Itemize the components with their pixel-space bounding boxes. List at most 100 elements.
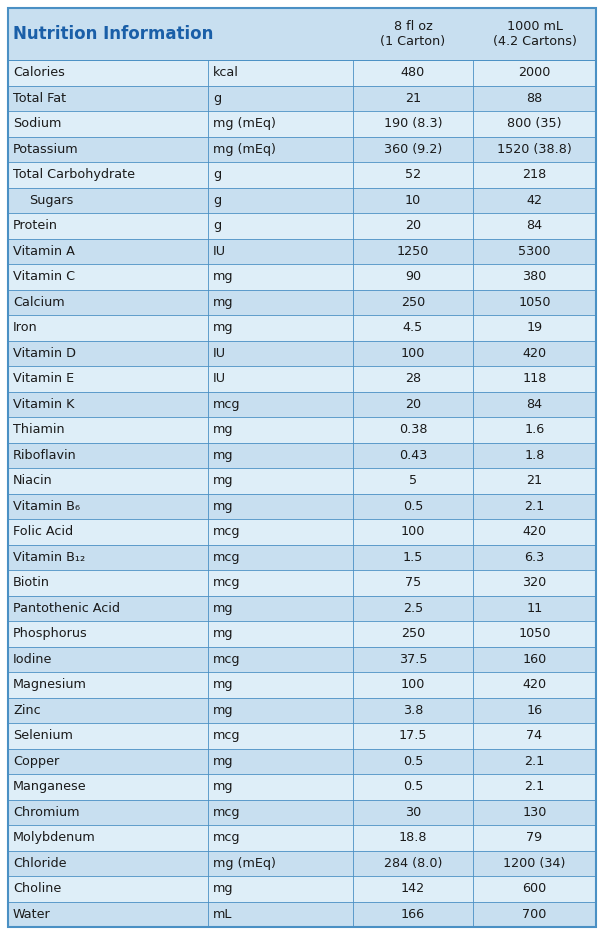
Text: g: g — [213, 168, 221, 181]
Text: IU: IU — [213, 347, 226, 360]
Bar — [8, 519, 596, 544]
Text: 79: 79 — [527, 831, 542, 844]
Text: 1520 (38.8): 1520 (38.8) — [497, 143, 572, 156]
Bar — [8, 213, 596, 238]
Text: 30: 30 — [405, 806, 421, 819]
Text: Total Fat: Total Fat — [13, 92, 66, 105]
Text: Potassium: Potassium — [13, 143, 79, 156]
Text: Chloride: Chloride — [13, 856, 66, 870]
Text: 420: 420 — [522, 678, 547, 691]
Text: 37.5: 37.5 — [399, 653, 427, 666]
Text: 8 fl oz: 8 fl oz — [394, 20, 432, 33]
Bar — [8, 544, 596, 570]
Bar — [8, 264, 596, 290]
Bar — [8, 290, 596, 315]
Text: 420: 420 — [522, 525, 547, 539]
Text: 52: 52 — [405, 168, 421, 181]
Text: mcg: mcg — [213, 576, 240, 589]
Text: mg: mg — [213, 627, 234, 640]
Text: Vitamin C: Vitamin C — [13, 270, 75, 283]
Text: (1 Carton): (1 Carton) — [381, 36, 446, 49]
Bar — [8, 60, 596, 85]
Text: Water: Water — [13, 908, 51, 921]
Bar — [8, 570, 596, 596]
Bar — [8, 442, 596, 468]
Bar — [8, 799, 596, 825]
Text: 100: 100 — [401, 678, 425, 691]
Text: 420: 420 — [522, 347, 547, 360]
Text: Molybdenum: Molybdenum — [13, 831, 96, 844]
Text: Phosphorus: Phosphorus — [13, 627, 88, 640]
Text: 166: 166 — [401, 908, 425, 921]
Bar — [8, 621, 596, 646]
Text: (4.2 Cartons): (4.2 Cartons) — [493, 36, 576, 49]
Text: Vitamin D: Vitamin D — [13, 347, 76, 360]
Text: 10: 10 — [405, 194, 421, 207]
Text: 4.5: 4.5 — [403, 322, 423, 334]
Text: 2000: 2000 — [518, 66, 551, 79]
Text: Selenium: Selenium — [13, 729, 73, 742]
Text: mg: mg — [213, 755, 234, 768]
Text: 11: 11 — [526, 602, 542, 614]
Text: Total Carbohydrate: Total Carbohydrate — [13, 168, 135, 181]
Text: Riboflavin: Riboflavin — [13, 449, 77, 462]
Text: 1.8: 1.8 — [524, 449, 545, 462]
Text: 2.5: 2.5 — [403, 602, 423, 614]
Text: 130: 130 — [522, 806, 547, 819]
Bar — [8, 392, 596, 417]
Text: Niacin: Niacin — [13, 474, 53, 487]
Text: mg: mg — [213, 270, 234, 283]
Text: 20: 20 — [405, 219, 421, 232]
Text: 18.8: 18.8 — [399, 831, 427, 844]
Text: Pantothenic Acid: Pantothenic Acid — [13, 602, 120, 614]
Text: 28: 28 — [405, 372, 421, 385]
Text: 42: 42 — [527, 194, 542, 207]
Text: Vitamin B₁₂: Vitamin B₁₂ — [13, 551, 85, 564]
Text: mg: mg — [213, 295, 234, 309]
Text: Copper: Copper — [13, 755, 59, 768]
Text: 0.5: 0.5 — [403, 499, 423, 512]
Text: 700: 700 — [522, 908, 547, 921]
Text: Vitamin K: Vitamin K — [13, 397, 74, 410]
Text: 90: 90 — [405, 270, 421, 283]
Bar — [8, 111, 596, 137]
Text: Iron: Iron — [13, 322, 37, 334]
Text: IU: IU — [213, 245, 226, 258]
Text: 75: 75 — [405, 576, 421, 589]
Text: mg (mEq): mg (mEq) — [213, 143, 276, 156]
Text: mcg: mcg — [213, 525, 240, 539]
Text: Vitamin B₆: Vitamin B₆ — [13, 499, 80, 512]
Text: 84: 84 — [527, 397, 542, 410]
Text: 284 (8.0): 284 (8.0) — [384, 856, 442, 870]
Text: mg: mg — [213, 780, 234, 793]
Text: Protein: Protein — [13, 219, 58, 232]
Text: Sodium: Sodium — [13, 117, 62, 130]
Text: 100: 100 — [401, 525, 425, 539]
Text: 2.1: 2.1 — [524, 755, 545, 768]
Text: mg: mg — [213, 424, 234, 437]
Text: 19: 19 — [527, 322, 542, 334]
Text: 1050: 1050 — [518, 295, 551, 309]
Text: 1050: 1050 — [518, 627, 551, 640]
Text: 6.3: 6.3 — [524, 551, 545, 564]
Bar — [8, 468, 596, 494]
Text: mg (mEq): mg (mEq) — [213, 117, 276, 130]
Text: Thiamin: Thiamin — [13, 424, 65, 437]
Text: IU: IU — [213, 372, 226, 385]
Text: 20: 20 — [405, 397, 421, 410]
Bar — [8, 8, 596, 60]
Text: Vitamin E: Vitamin E — [13, 372, 74, 385]
Text: mL: mL — [213, 908, 233, 921]
Bar — [8, 723, 596, 749]
Text: g: g — [213, 92, 221, 105]
Bar — [8, 340, 596, 366]
Text: 5: 5 — [409, 474, 417, 487]
Text: g: g — [213, 219, 221, 232]
Text: Calories: Calories — [13, 66, 65, 79]
Text: mcg: mcg — [213, 806, 240, 819]
Text: 5300: 5300 — [518, 245, 551, 258]
Text: 800 (35): 800 (35) — [507, 117, 562, 130]
Text: mcg: mcg — [213, 551, 240, 564]
Bar — [8, 698, 596, 723]
Text: 100: 100 — [401, 347, 425, 360]
